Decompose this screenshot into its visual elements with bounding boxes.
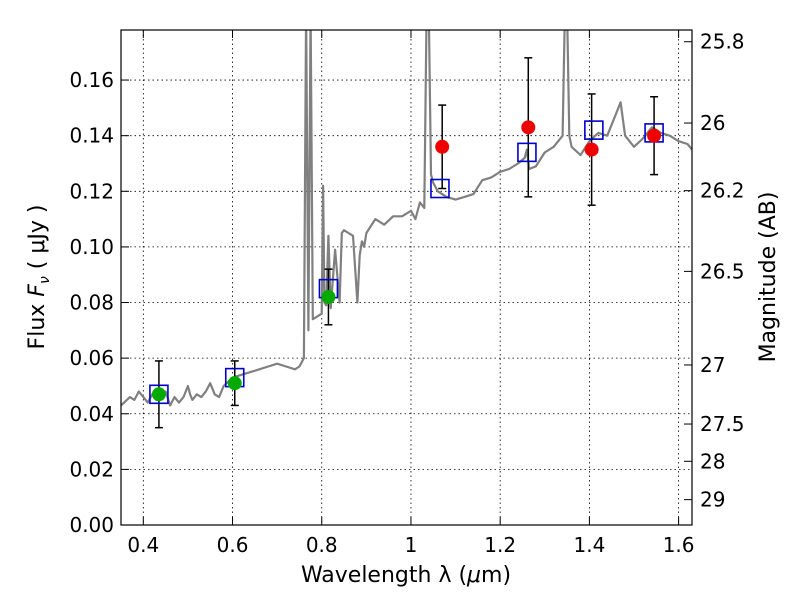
mag-tick-label: 25.8 [700, 30, 745, 54]
y-tick-label: 0.14 [69, 124, 114, 148]
mag-tick-label: 26.2 [700, 179, 745, 203]
data-markers [149, 120, 664, 405]
model-square-marker [430, 178, 450, 199]
observed-point [435, 139, 450, 154]
observed-point [227, 376, 242, 391]
spectrum-series [121, 30, 692, 407]
observed-point [521, 120, 536, 135]
x-tick-label: 0.4 [127, 533, 159, 557]
mag-tick-label: 27 [700, 353, 725, 377]
observed-point [647, 128, 662, 143]
model-square-marker [517, 142, 537, 163]
spectrum-line [121, 30, 692, 407]
x-tick-label: 1 [405, 533, 418, 557]
x-tick-label: 0.6 [217, 533, 249, 557]
model-square-marker [149, 384, 169, 405]
y-tick-label: 0.04 [69, 402, 114, 426]
x-axis-label: Wavelength λ (μm) [301, 563, 511, 588]
x-tick-label: 1.2 [484, 533, 516, 557]
x-tick-label: 1.6 [663, 533, 695, 557]
mag-tick-label: 28 [700, 449, 725, 473]
mag-tick-label: 27.5 [700, 412, 745, 436]
mag-tick-label: 26 [700, 111, 725, 135]
observed-point [151, 387, 166, 402]
x-tick-label: 1.4 [573, 533, 605, 557]
y-tick-label: 0.08 [69, 291, 114, 315]
mag-tick-label: 29 [700, 488, 725, 512]
y-tick-label: 0.10 [69, 235, 114, 259]
error-bars [154, 57, 659, 429]
model-square-marker [584, 120, 604, 140]
x-tick-label: 0.8 [306, 533, 338, 557]
y-tick-label: 0.00 [69, 513, 114, 537]
y-tick-label: 0.12 [69, 179, 114, 203]
y-axis-label: Flux Fν ( μJy ) [25, 205, 53, 350]
plot-frame [120, 29, 693, 526]
secondary-y-axis-label: Magnitude (AB) [756, 192, 781, 363]
y-tick-label: 0.02 [69, 457, 114, 481]
observed-point [584, 142, 599, 157]
y-tick-label: 0.06 [69, 346, 114, 370]
grid [121, 30, 692, 525]
y-tick-label: 0.16 [69, 68, 114, 92]
axis-ticks: 0.4 0.6 0.8 1 1.2 1.4 1.6 0.00 0.02 0.04 0.06 0.08 0… [69, 30, 744, 557]
observed-point [321, 289, 336, 304]
mag-tick-label: 26.5 [700, 259, 745, 283]
